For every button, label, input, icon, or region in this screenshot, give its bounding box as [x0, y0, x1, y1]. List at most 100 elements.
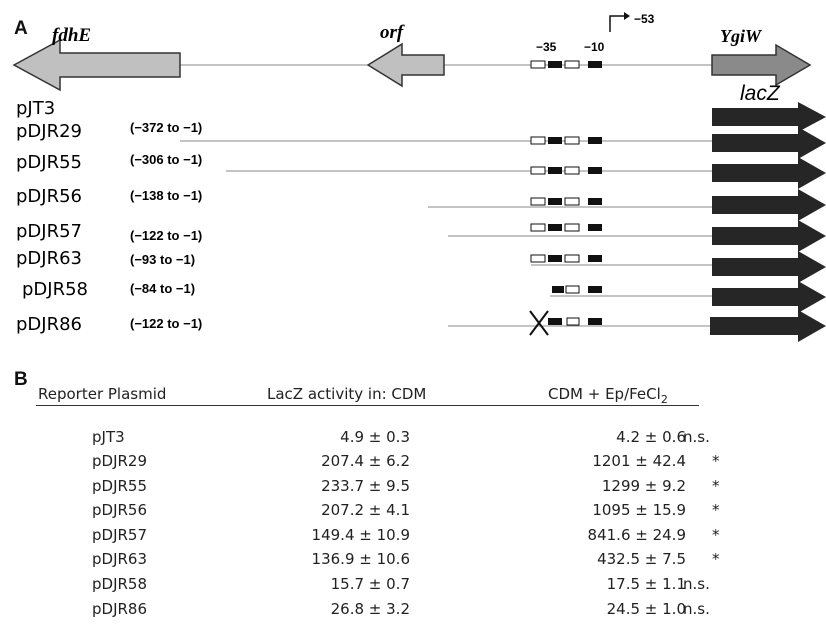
- significance-cell: n.s.: [683, 428, 710, 446]
- lacZ-label: lacZ: [740, 82, 781, 105]
- transcription-start-arrowhead: [624, 12, 630, 20]
- transcription-start-arrow: [609, 15, 624, 32]
- construct-name: pDJR63: [16, 248, 82, 269]
- fdhE-gene-label: fdhE: [52, 25, 91, 46]
- promoter-box-minus10: [588, 255, 602, 262]
- lacZ-arrow: [712, 189, 826, 221]
- orf-gene-label: orf: [380, 22, 405, 43]
- promoter-box-open: [530, 197, 546, 206]
- table-row: pDJR58 15.7 ± 0.7 17.5 ± 1.1 n.s.: [0, 575, 826, 599]
- construct-range: (−122 to −1): [130, 228, 202, 243]
- cdm-cell: 136.9 ± 10.6: [311, 550, 410, 568]
- table-row: pDJR63 136.9 ± 10.6 432.5 ± 7.5 *: [0, 550, 826, 574]
- header-cdm-ep-main: CDM + Ep/FeCl: [548, 385, 661, 403]
- plasmid-cell: pJT3: [92, 428, 125, 446]
- header-cdm-ep-subscript: 2: [660, 393, 668, 406]
- construct-row-pDJR58: pDJR58 (−84 to −1): [22, 279, 826, 313]
- lacZ-arrow: [712, 251, 826, 283]
- mutation-x-icon: [529, 310, 549, 336]
- significance-cell: n.s.: [683, 575, 710, 593]
- promoter-box-minus10: [588, 318, 602, 325]
- plasmid-cell: pDJR56: [92, 501, 148, 519]
- plasmid-cell: pDJR29: [92, 452, 148, 470]
- cdm-cell: 26.8 ± 3.2: [330, 600, 410, 618]
- construct-name: pDJR29: [16, 121, 82, 142]
- promoter-box-minus35: [548, 198, 562, 205]
- promoter-box-minus35: [548, 255, 562, 262]
- promoter-box-minus10: [588, 137, 602, 144]
- panel-b-letter: B: [14, 369, 28, 390]
- promoter-box-open: [530, 60, 546, 69]
- ygiW-gene-label: YgiW: [720, 26, 763, 46]
- lacZ-arrow: [712, 281, 826, 313]
- fdhE-gene-arrow: [12, 38, 181, 92]
- minus10-label: −10: [584, 40, 605, 54]
- promoter-box-open: [564, 223, 580, 232]
- plasmid-cell: pDJR55: [92, 477, 148, 495]
- plasmid-cell: pDJR57: [92, 526, 148, 544]
- promoter-box-minus35: [548, 137, 562, 144]
- construct-range: (−93 to −1): [130, 252, 195, 267]
- ep-cell: 24.5 ± 1.0: [606, 600, 686, 618]
- lacZ-arrow: [712, 102, 826, 132]
- cdm-cell: 207.4 ± 6.2: [321, 452, 410, 470]
- promoter-box-open: [564, 254, 580, 263]
- panel-a-letter: A: [14, 18, 28, 39]
- ep-cell: 1095 ± 15.9: [592, 501, 686, 519]
- promoter-box-open: [564, 136, 580, 145]
- construct-name: pJT3: [16, 98, 55, 119]
- table-row: pDJR86 26.8 ± 3.2 24.5 ± 1.0 n.s.: [0, 600, 826, 624]
- construct-range: (−122 to −1): [130, 316, 202, 331]
- construct-row-pDJR29: pDJR29 (−372 to −1): [16, 120, 826, 159]
- lacZ-arrow: [710, 310, 826, 342]
- lacZ-arrow: [712, 157, 826, 189]
- promoter-box-minus35: [548, 167, 562, 174]
- promoter-box-open: [564, 197, 580, 206]
- header-reporter-plasmid: Reporter Plasmid: [38, 385, 167, 403]
- construct-name: pDJR58: [22, 279, 88, 300]
- header-rule: [36, 405, 699, 406]
- construct-range: (−84 to −1): [130, 281, 195, 296]
- ep-cell: 432.5 ± 7.5: [597, 550, 686, 568]
- promoter-box-minus10: [588, 167, 602, 174]
- promoter-box-open: [566, 317, 580, 326]
- promoter-box-open: [530, 136, 546, 145]
- construct-range: (−372 to −1): [130, 120, 202, 135]
- significance-cell: *: [712, 501, 720, 519]
- orf-gene-arrow: [366, 42, 445, 88]
- promoter-box-minus10: [588, 61, 602, 68]
- header-lacz-cdm: LacZ activity in: CDM: [267, 385, 427, 403]
- promoter-box-open: [565, 285, 580, 294]
- cdm-cell: 4.9 ± 0.3: [340, 428, 410, 446]
- significance-cell: *: [712, 550, 720, 568]
- promoter-box-minus35: [548, 318, 562, 325]
- construct-range: (−138 to −1): [130, 188, 202, 203]
- lacZ-arrow: [712, 127, 826, 159]
- minus35-label: −35: [536, 40, 557, 54]
- construct-row-pDJR86: pDJR86 (−122 to −1): [16, 310, 826, 342]
- promoter-boxes: [530, 60, 602, 69]
- table-row: pDJR29 207.4 ± 6.2 1201 ± 42.4 *: [0, 452, 826, 476]
- construct-row-pDJR55: pDJR55 (−306 to −1): [16, 152, 826, 189]
- table-row: pJT3 4.9 ± 0.3 4.2 ± 0.6 n.s.: [0, 428, 826, 452]
- promoter-box-minus35: [548, 61, 562, 68]
- plasmid-cell: pDJR58: [92, 575, 148, 593]
- construct-name: pDJR57: [16, 221, 82, 242]
- construct-name: pDJR86: [16, 314, 82, 335]
- ep-cell: 841.6 ± 24.9: [587, 526, 686, 544]
- significance-cell: *: [712, 452, 720, 470]
- significance-cell: *: [712, 526, 720, 544]
- construct-range: (−306 to −1): [130, 152, 202, 167]
- construct-row-pJT3: pJT3: [16, 98, 826, 132]
- table-row: pDJR56 207.2 ± 4.1 1095 ± 15.9 *: [0, 501, 826, 525]
- cdm-cell: 207.2 ± 4.1: [321, 501, 410, 519]
- lacZ-arrow: [712, 220, 826, 252]
- cdm-cell: 15.7 ± 0.7: [330, 575, 410, 593]
- table-row: pDJR55 233.7 ± 9.5 1299 ± 9.2 *: [0, 477, 826, 501]
- ep-cell: 4.2 ± 0.6: [616, 428, 686, 446]
- significance-cell: *: [712, 477, 720, 495]
- promoter-box-minus10: [588, 224, 602, 231]
- promoter-box-minus35: [548, 224, 562, 231]
- promoter-box-open: [564, 166, 580, 175]
- ep-cell: 1299 ± 9.2: [601, 477, 686, 495]
